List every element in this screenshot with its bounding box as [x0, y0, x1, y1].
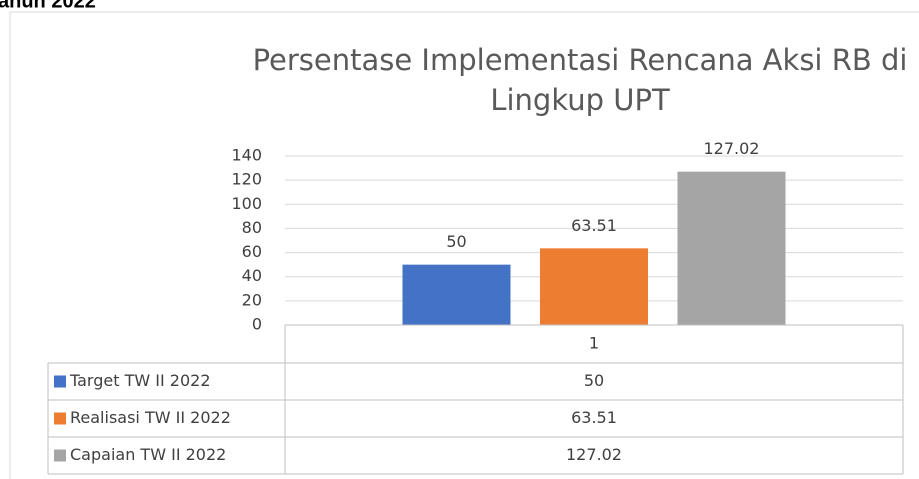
x-tick-label: 1	[589, 334, 599, 353]
legend-label: Capaian TW II 2022	[70, 445, 226, 464]
y-tick-label: 80	[242, 218, 262, 237]
y-tick-label: 140	[231, 146, 262, 165]
value-label: 50	[446, 232, 466, 251]
y-tick-label: 20	[242, 290, 262, 309]
y-tick-label: 100	[231, 194, 262, 213]
legend-label: Realisasi TW II 2022	[70, 408, 231, 427]
bar	[677, 171, 786, 325]
page-header: ahun 2022	[0, 0, 96, 12]
bar	[402, 264, 511, 325]
table-value: 127.02	[566, 445, 622, 464]
y-tick-label: 60	[242, 242, 262, 261]
legend-label: Target TW II 2022	[69, 371, 211, 390]
legend-key	[54, 412, 66, 425]
value-label: 127.02	[704, 139, 760, 158]
value-label: 63.51	[571, 216, 617, 235]
legend-key	[54, 375, 66, 388]
y-tick-label: 120	[231, 170, 262, 189]
table-value: 63.51	[571, 408, 617, 427]
y-tick-label: 40	[242, 266, 262, 285]
table-value: 50	[584, 371, 604, 390]
bar	[540, 248, 648, 325]
chart-title: Persentase Implementasi Rencana Aksi RB …	[253, 43, 908, 117]
legend-key	[54, 449, 66, 462]
y-tick-label: 0	[252, 315, 262, 334]
